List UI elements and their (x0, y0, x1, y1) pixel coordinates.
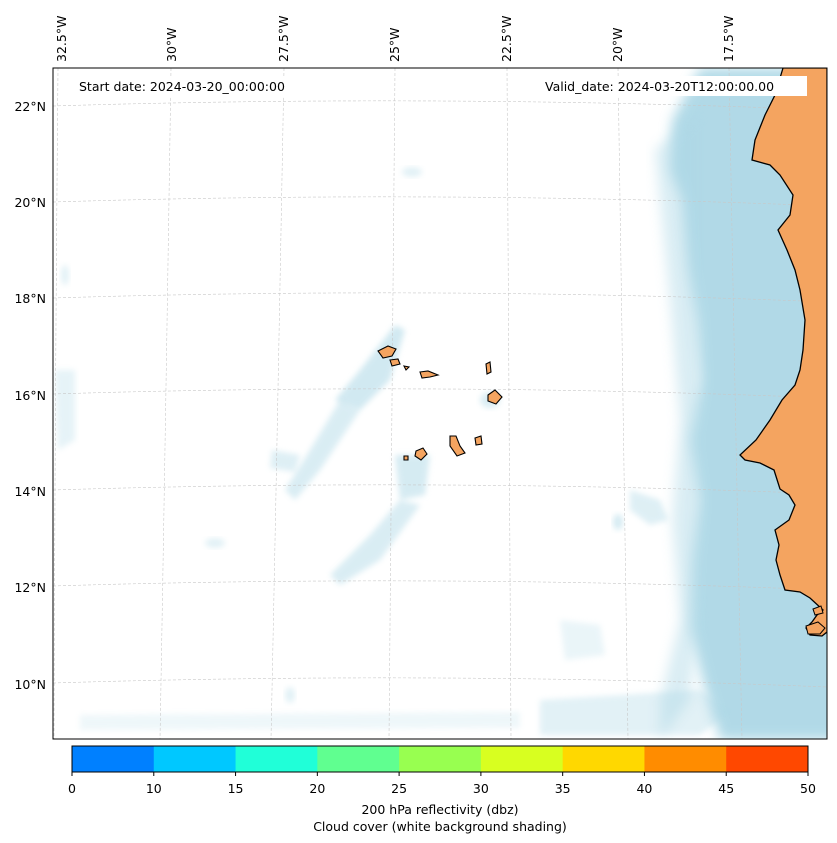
parallel-10n (53, 677, 827, 688)
colorbar-segment (726, 746, 809, 772)
parallel-22n (53, 100, 827, 111)
parallel-20n (53, 196, 827, 207)
parallel-12n (53, 580, 827, 591)
start-date-box (73, 76, 316, 96)
colorbar-segment (644, 746, 727, 772)
lat-label-20n: 20°N (14, 195, 46, 210)
lat-label-22n: 22°N (14, 99, 46, 114)
meridian-25w (388, 68, 396, 739)
cloud-band-bottom (80, 712, 520, 730)
cloud-band-south (540, 690, 730, 735)
santo-antao-island (377, 345, 397, 359)
colorbar-frame (71, 745, 809, 773)
valid-date-box (538, 76, 807, 96)
lon-label-32-5w: 32.5°W (54, 16, 69, 62)
lat-label-12n: 12°N (14, 580, 46, 595)
sao-vicente-island (389, 358, 401, 367)
colorbar-tick-label: 30 (473, 781, 489, 796)
lon-label-30w: 30°W (164, 27, 179, 62)
cloud-patch-11 (613, 514, 623, 530)
colorbar-tick-label: 20 (309, 781, 325, 796)
cape-verde-islands (377, 345, 503, 461)
santa-luzia-island (403, 365, 411, 371)
cloud-patch-14 (61, 265, 69, 285)
coast-islet (812, 605, 824, 616)
maio-island (474, 435, 483, 446)
lon-label-17-5w: 17.5°W (721, 16, 736, 62)
sao-nicolau-island (419, 370, 440, 379)
colorbar-segment (235, 746, 318, 772)
lat-label-14n: 14°N (14, 484, 46, 499)
lon-label-22-5w: 22.5°W (499, 16, 514, 62)
boa-vista-island (487, 389, 503, 405)
lat-label-10n: 10°N (14, 677, 46, 692)
brava-island (403, 455, 409, 461)
meridian-32-5w (53, 68, 59, 739)
lon-label-27-5w: 27.5°W (276, 16, 291, 62)
coastal-cloud-fringe (655, 110, 700, 739)
colorbar-tick-label: 0 (68, 781, 76, 796)
fogo-island (414, 447, 428, 461)
colorbar-label-reflectivity: 200 hPa reflectivity (dbz) (361, 802, 518, 817)
bijagos-island (805, 621, 826, 635)
lon-label-25w: 25°W (387, 27, 402, 62)
meridian-30w (159, 68, 172, 739)
graticule (53, 68, 827, 739)
colorbar-tick-label: 15 (228, 781, 244, 796)
cloud-patch-5 (270, 450, 300, 472)
colorbar: 0 10 15 20 25 30 35 40 45 50 200 hPa reflectivity… (68, 745, 816, 834)
colorbar-segment (317, 746, 400, 772)
lat-label-18n: 18°N (14, 291, 46, 306)
colorbar-tick-label: 50 (800, 781, 816, 796)
map-frame (52, 67, 828, 740)
cloud-streak-4 (330, 500, 420, 585)
meridian-20w (617, 68, 629, 739)
lon-label-20w: 20°W (610, 27, 625, 62)
colorbar-segment (562, 746, 645, 772)
sal-island (485, 361, 492, 375)
cloud-patch-7 (55, 370, 75, 450)
colorbar-tick-label: 10 (146, 781, 162, 796)
lat-label-16n: 16°N (14, 388, 46, 403)
cloud-streak-2 (285, 400, 360, 500)
colorbar-tick-label: 25 (391, 781, 407, 796)
meridian-27-5w (270, 68, 285, 739)
cloud-patch-6 (630, 490, 668, 525)
parallel-16n (53, 388, 827, 399)
cloud-patch-12 (205, 538, 225, 548)
colorbar-segment (153, 746, 237, 772)
cloud-streak-3 (395, 455, 430, 500)
colorbar-label-cloud-cover: Cloud cover (white background shading) (313, 819, 567, 834)
valid-date-label: Valid_date: 2024-03-20T12:00:00.00 (545, 79, 774, 94)
latitude-labels: 22°N 20°N 18°N 16°N 14°N 12°N 10°N (14, 99, 46, 692)
parallel-18n (53, 292, 827, 303)
meridian-17-5w (728, 68, 743, 739)
cloud-patch-13 (285, 687, 295, 703)
colorbar-tick-label: 45 (718, 781, 734, 796)
start-date-label: Start date: 2024-03-20_00:00:00 (79, 79, 285, 94)
colorbar-segment (480, 746, 564, 772)
santiago-island (449, 435, 466, 457)
colorbar-tick-label: 40 (636, 781, 652, 796)
colorbar-segment (72, 746, 155, 772)
cloud-patch-9 (402, 167, 422, 177)
parallel-14n (53, 484, 827, 495)
longitude-labels: 32.5°W 30°W 27.5°W 25°W 22.5°W 20°W 17.5… (54, 16, 736, 62)
colorbar-segment (399, 746, 482, 772)
cloud-patch-8 (560, 620, 605, 660)
meridian-22-5w (506, 68, 512, 739)
colorbar-tick-label: 35 (555, 781, 571, 796)
